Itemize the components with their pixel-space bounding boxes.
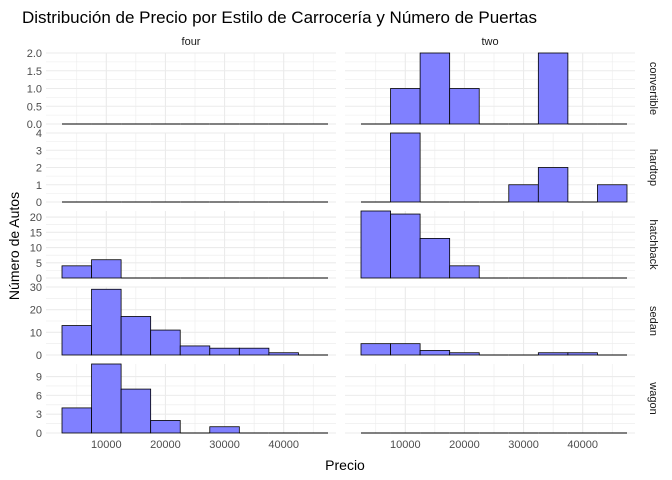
histogram-bar: [268, 352, 299, 356]
histogram-bar: [419, 350, 451, 356]
y-tick-label: 9: [36, 372, 42, 384]
panel-wagon-four: 0 3 6 9 10000 20000 30000 40000: [36, 363, 336, 451]
column-strip-four: four: [182, 36, 201, 48]
y-tick-label: 20: [30, 212, 42, 224]
y-tick-label: 0.5: [27, 101, 42, 113]
histogram-bar: [537, 52, 569, 125]
histogram-bar: [150, 420, 181, 434]
panel-sedan-two: [345, 286, 635, 356]
y-tick-label: 2.0: [27, 48, 42, 60]
histogram-bar: [360, 210, 391, 279]
x-tick-label: 30000: [209, 439, 240, 451]
panel-hardtop-two: [345, 132, 635, 203]
histogram-bar: [449, 265, 480, 279]
y-tick-label: 0.0: [27, 119, 42, 131]
histogram-bar: [179, 345, 211, 356]
panel-convertible-four: 0.0 0.5 1.0 1.5 2.0: [27, 48, 336, 131]
histogram-bar: [120, 316, 152, 356]
row-strip-wagon: wagon: [647, 381, 659, 414]
facet-grid: four two convertible hardtop hatchback sedan w…: [27, 36, 659, 451]
histogram-bar: [390, 213, 421, 279]
y-tick-label: 4: [36, 128, 42, 140]
histogram-bar: [449, 88, 480, 125]
panel-wagon-two: 10000 20000 30000 40000: [345, 364, 635, 451]
y-tick-label: 5: [36, 258, 42, 270]
y-axis-title: Número de Autos: [6, 192, 22, 300]
panel-hardtop-four: 0 1 2 3 4: [36, 128, 336, 209]
x-axis-title: Precio: [325, 457, 365, 473]
x-tick-label: 20000: [449, 439, 480, 451]
panel-hatchback-two: [345, 210, 635, 279]
y-tick-label: 20: [30, 305, 42, 317]
panel-convertible-two: [345, 52, 635, 125]
row-strip-sedan: sedan: [647, 306, 659, 336]
panel-hatchback-four: 0 5 10 15 20: [30, 211, 336, 285]
y-tick-label: 30: [30, 282, 42, 294]
x-tick-label: 10000: [390, 439, 421, 451]
chart-title: Distribución de Precio por Estilo de Car…: [22, 8, 537, 27]
histogram-bar: [91, 259, 122, 279]
histogram-bar: [91, 288, 122, 356]
row-strip-hardtop: hardtop: [647, 149, 659, 186]
histogram-bar: [91, 363, 122, 434]
row-strip-convertible: convertible: [647, 62, 659, 115]
x-tick-label: 30000: [508, 439, 539, 451]
x-tick-label: 20000: [150, 439, 181, 451]
histogram-bar: [419, 52, 451, 125]
histogram-bar: [419, 238, 451, 279]
y-tick-label: 1.5: [27, 66, 42, 78]
column-strip-two: two: [481, 36, 498, 48]
x-tick-label: 10000: [91, 439, 122, 451]
y-tick-label: 6: [36, 390, 42, 402]
histogram-bar: [61, 407, 92, 434]
panel-sedan-four: 0 10 20 30: [30, 282, 336, 362]
y-tick-label: 0: [36, 273, 42, 285]
histogram-bar: [61, 265, 92, 279]
histogram-bar: [449, 352, 480, 356]
histogram-bar: [390, 343, 421, 356]
y-tick-label: 10: [30, 327, 42, 339]
histogram-bar: [537, 167, 569, 203]
y-tick-label: 1: [36, 180, 42, 192]
histogram-bar: [360, 343, 391, 356]
histogram-bar: [567, 352, 598, 356]
y-tick-label: 0: [36, 350, 42, 362]
y-tick-label: 0: [36, 197, 42, 209]
x-tick-label: 40000: [268, 439, 299, 451]
row-strip-hatchback: hatchback: [647, 219, 659, 270]
histogram-bar: [508, 184, 539, 203]
histogram-bar: [390, 88, 421, 125]
y-tick-label: 10: [30, 243, 42, 255]
y-tick-label: 1.0: [27, 84, 42, 96]
x-tick-label: 40000: [567, 439, 598, 451]
histogram-bar: [120, 388, 152, 434]
histogram-bar: [390, 132, 421, 203]
histogram-bar: [61, 325, 92, 356]
y-tick-label: 3: [36, 145, 42, 157]
histogram-bar: [238, 347, 270, 356]
histogram-bar: [150, 329, 181, 356]
y-tick-label: 15: [30, 227, 42, 239]
histogram-bar: [209, 426, 240, 434]
histogram-bar: [537, 352, 569, 356]
histogram-bar: [209, 347, 240, 356]
y-tick-label: 0: [36, 428, 42, 440]
y-tick-label: 2: [36, 163, 42, 175]
histogram-bar: [597, 184, 628, 203]
y-tick-label: 3: [36, 409, 42, 421]
